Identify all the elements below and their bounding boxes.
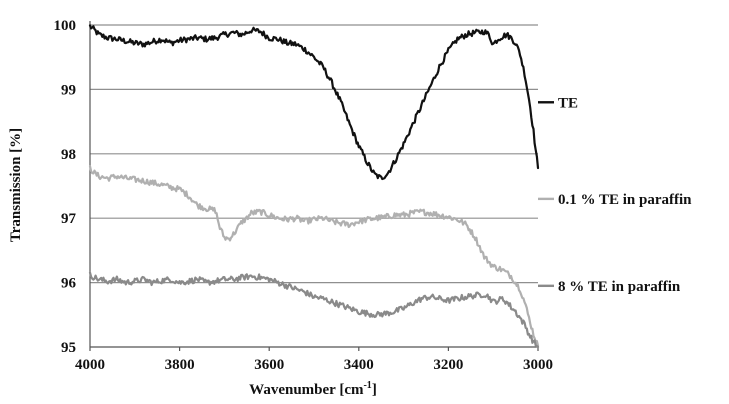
x-axis-title: Wavenumber [cm-1]	[249, 380, 377, 398]
x-axis-title-end: ]	[372, 382, 377, 398]
x-tick-labels: 4000 3800 3600 3400 3200 3000	[75, 357, 553, 373]
legend-label-0: TE	[558, 95, 578, 111]
x-tick-3000: 3000	[523, 357, 553, 373]
y-tick-labels: 95 96 97 98 99 100	[54, 18, 77, 356]
y-tick-98: 98	[61, 147, 76, 163]
series-lines	[88, 24, 540, 349]
y-tick-95: 95	[61, 340, 76, 356]
legend-label-2: 8 % TE in paraffin	[558, 279, 681, 295]
y-tick-97: 97	[61, 211, 77, 227]
y-tick-96: 96	[61, 276, 77, 292]
x-tick-3200: 3200	[433, 357, 463, 373]
y-tick-100: 100	[54, 18, 77, 34]
series-line-1	[88, 165, 540, 347]
x-axis-title-main: Wavenumber [cm	[249, 382, 364, 398]
y-axis-title: Transmission [%]	[8, 128, 24, 242]
x-tick-4000: 4000	[75, 357, 105, 373]
x-tick-3400: 3400	[344, 357, 374, 373]
axes	[89, 21, 539, 351]
series-line-0	[88, 24, 540, 181]
legend-label-1: 0.1 % TE in paraffin	[558, 192, 692, 208]
y-tick-99: 99	[61, 82, 76, 98]
legend: TE 0.1 % TE in paraffin 8 % TE in paraffin	[538, 95, 692, 295]
grid-lines	[90, 24, 538, 284]
x-axis-title-sup: -1	[363, 380, 371, 391]
x-tick-3600: 3600	[254, 357, 284, 373]
series-line-2	[88, 271, 540, 349]
x-tick-3800: 3800	[165, 357, 195, 373]
